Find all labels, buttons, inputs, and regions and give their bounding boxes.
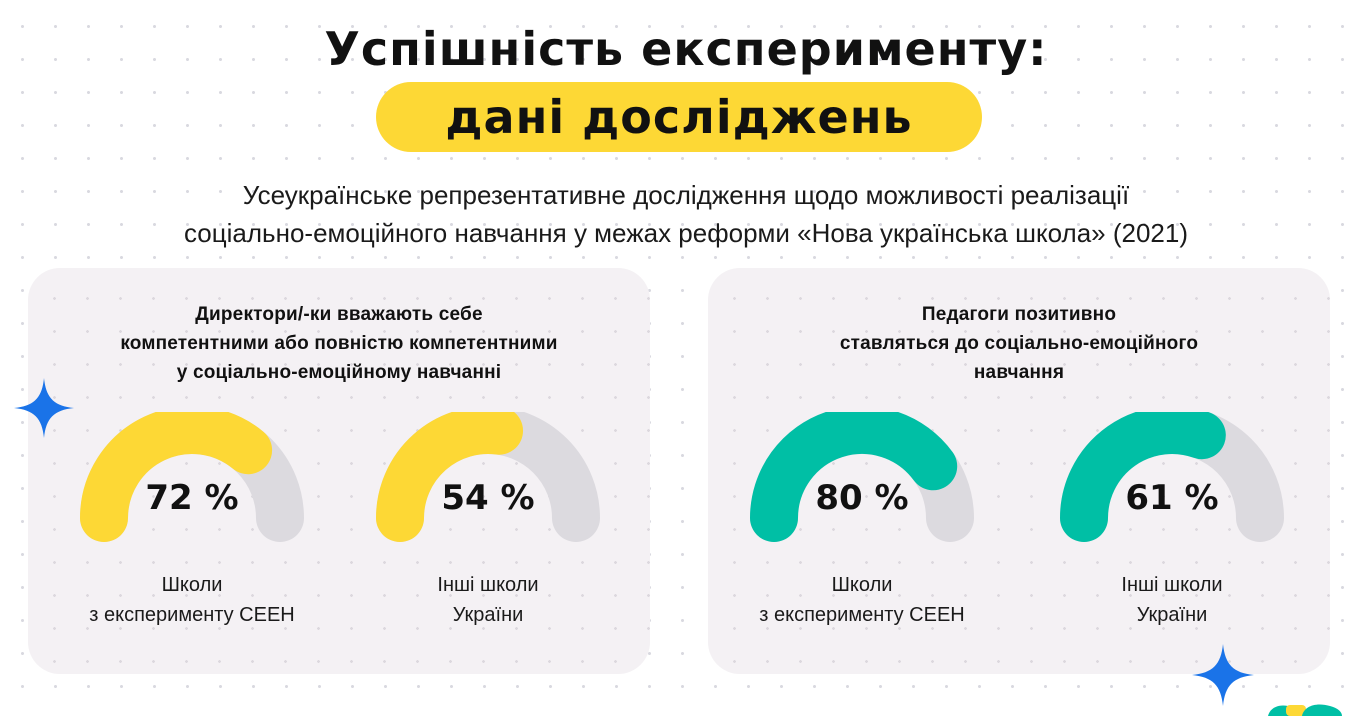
gauge-value: 54 % [441, 478, 535, 518]
gauge-fill [750, 412, 958, 542]
title-line-2: дані досліджень [445, 90, 913, 144]
gauge-label-line: з експерименту СЕЕН [759, 604, 965, 626]
card-heading-line: компетентними або повністю компетентними [120, 333, 558, 354]
card-heading-line: навчання [973, 362, 1065, 383]
subtitle-line-2: соціально-емоційного навчання у межах ре… [184, 218, 1188, 248]
gauge-label-line: Школи [831, 574, 893, 596]
gauge-label-line: Школи [161, 574, 223, 596]
gauge-chart: 54 % [368, 412, 608, 542]
gauge-label-line: України [1136, 604, 1208, 626]
card-directors: Директори/-ки вважають себе компетентним… [28, 268, 650, 674]
logo-icon [1268, 704, 1342, 716]
gauge-label-line: України [452, 604, 524, 626]
gauge-fill [1060, 412, 1226, 542]
gauge-value: 61 % [1125, 478, 1219, 518]
gauge-chart: 61 % [1052, 412, 1292, 542]
gauge-label: Школи з експерименту СЕЕН [732, 570, 992, 630]
subtitle-line-1: Усеукраїнське репрезентативне дослідженн… [242, 180, 1130, 210]
subtitle: Усеукраїнське репрезентативне дослідженн… [0, 176, 1372, 252]
card-heading-line: Педагоги позитивно [921, 304, 1117, 325]
card-heading-line: Директори/-ки вважають себе [195, 304, 483, 325]
gauge-value: 72 % [145, 478, 239, 518]
gauge-label: Школи з експерименту СЕЕН [62, 570, 322, 630]
sparkle-icon [14, 378, 74, 438]
card-teachers: Педагоги позитивно ставляться до соціаль… [708, 268, 1330, 674]
card-heading-line: ставляться до соціально-емоційного [839, 333, 1199, 354]
title-line-1: Успішність експерименту: [324, 22, 1048, 76]
gauge-svg [750, 412, 974, 542]
gauge-fill [376, 412, 524, 542]
sparkle-icon [1192, 644, 1254, 706]
gauge-value: 80 % [815, 478, 909, 518]
gauge-fill [80, 412, 273, 542]
gauge-svg [376, 412, 600, 542]
gauge-chart: 80 % [742, 412, 982, 542]
gauge-chart: 72 % [72, 412, 312, 542]
title-highlight: дані досліджень [376, 82, 982, 152]
card-heading: Директори/-ки вважають себе компетентним… [28, 300, 650, 387]
gauge-label-line: Інші школи [437, 574, 539, 596]
gauge-label-line: з експерименту СЕЕН [89, 604, 295, 626]
card-heading: Педагоги позитивно ставляться до соціаль… [708, 300, 1330, 387]
gauge-svg [1060, 412, 1284, 542]
card-heading-line: у соціально-емоційному навчанні [176, 362, 502, 383]
gauge-label-line: Інші школи [1121, 574, 1223, 596]
gauge-label: Інші школи України [1042, 570, 1302, 630]
page-title: Успішність експерименту: [0, 22, 1372, 76]
gauge-svg [80, 412, 304, 542]
gauge-label: Інші школи України [358, 570, 618, 630]
